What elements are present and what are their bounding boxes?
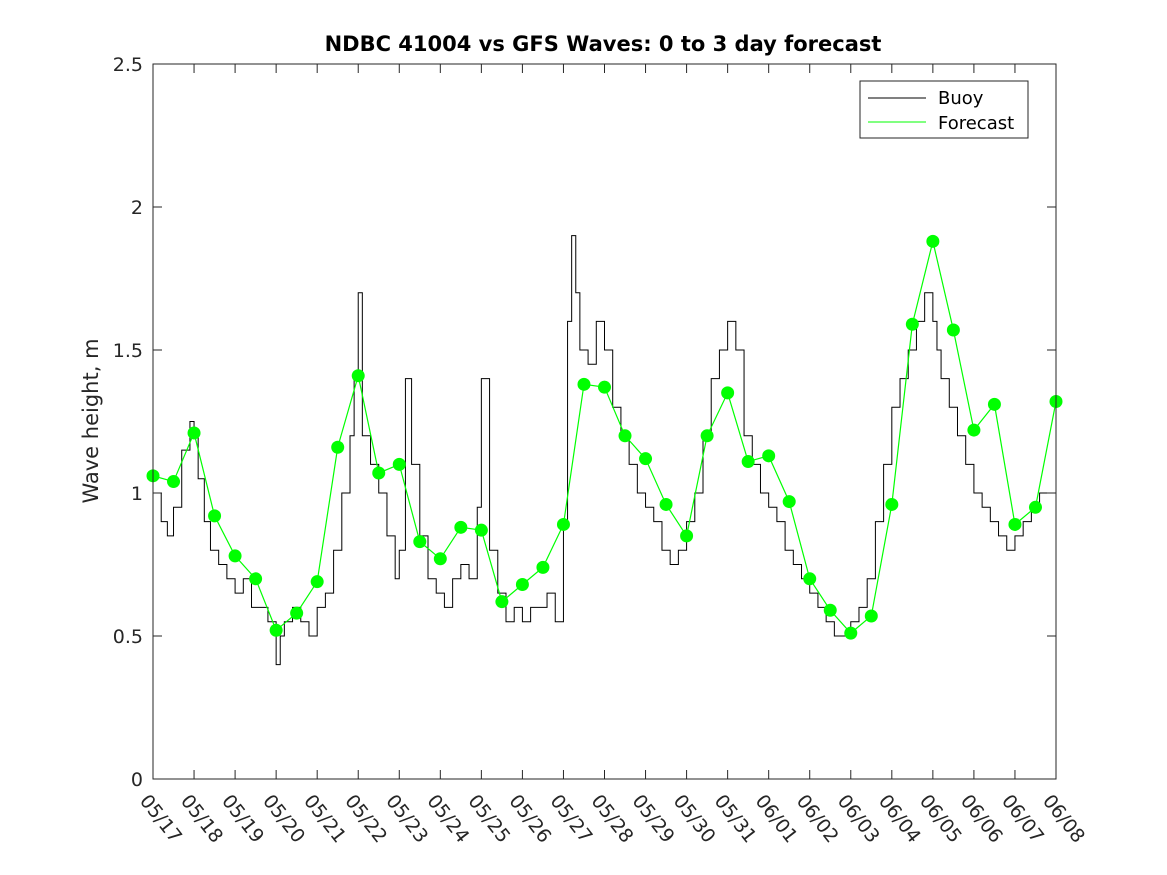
forecast-point [187, 426, 201, 440]
forecast-point [249, 572, 263, 586]
y-tick-label: 2.5 [113, 54, 143, 76]
forecast-point [536, 560, 550, 574]
forecast-point [228, 549, 242, 563]
forecast-point [372, 466, 386, 480]
y-axis-label: Wave height, m [79, 338, 103, 503]
forecast-point [1028, 500, 1042, 514]
series-line-buoy [153, 235, 1056, 666]
y-tick-label: 1 [131, 483, 143, 505]
forecast-point [1008, 517, 1022, 531]
forecast-point [782, 495, 796, 509]
forecast-point [392, 457, 406, 471]
forecast-point [598, 380, 611, 394]
forecast-point [844, 626, 858, 640]
forecast-point [577, 377, 591, 391]
forecast-point [639, 452, 653, 466]
forecast-point [680, 529, 694, 543]
forecast-point [515, 578, 529, 592]
forecast-point [762, 449, 776, 463]
forecast-point [946, 323, 960, 337]
legend-label-forecast: Forecast [938, 113, 1014, 134]
forecast-point [290, 606, 304, 620]
forecast-point [269, 623, 283, 637]
forecast-point [926, 234, 940, 248]
forecast-point [351, 369, 365, 383]
forecast-point [905, 317, 919, 331]
y-axis: 0 0.5 1 1.5 2 2.5 [113, 54, 1056, 791]
forecast-point [474, 523, 488, 537]
forecast-point [618, 429, 632, 443]
forecast-point [885, 497, 899, 511]
y-tick-label: 1.5 [113, 340, 143, 362]
legend-label-buoy: Buoy [938, 88, 984, 109]
forecast-point [208, 509, 222, 523]
forecast-point [454, 520, 468, 534]
forecast-point [741, 455, 755, 469]
forecast-point [310, 575, 324, 589]
forecast-point [413, 535, 427, 549]
y-tick-label: 2 [131, 197, 143, 219]
forecast-point [495, 595, 509, 609]
forecast-point [721, 386, 735, 400]
forecast-point [700, 429, 714, 443]
legend: Buoy Forecast [859, 80, 1029, 139]
forecast-point [659, 497, 673, 511]
chart-title: NDBC 41004 vs GFS Waves: 0 to 3 day fore… [325, 32, 882, 56]
forecast-point [864, 609, 878, 623]
forecast-point [803, 572, 817, 586]
forecast-point [167, 475, 181, 489]
legend-box [859, 80, 1029, 139]
forecast-point [823, 603, 837, 617]
y-tick-label: 0 [131, 769, 143, 791]
y-tick-label: 0.5 [113, 626, 143, 648]
forecast-point [556, 517, 570, 531]
forecast-point [331, 440, 345, 454]
forecast-point [433, 552, 447, 566]
forecast-point [967, 423, 981, 437]
forecast-point [987, 397, 1001, 411]
